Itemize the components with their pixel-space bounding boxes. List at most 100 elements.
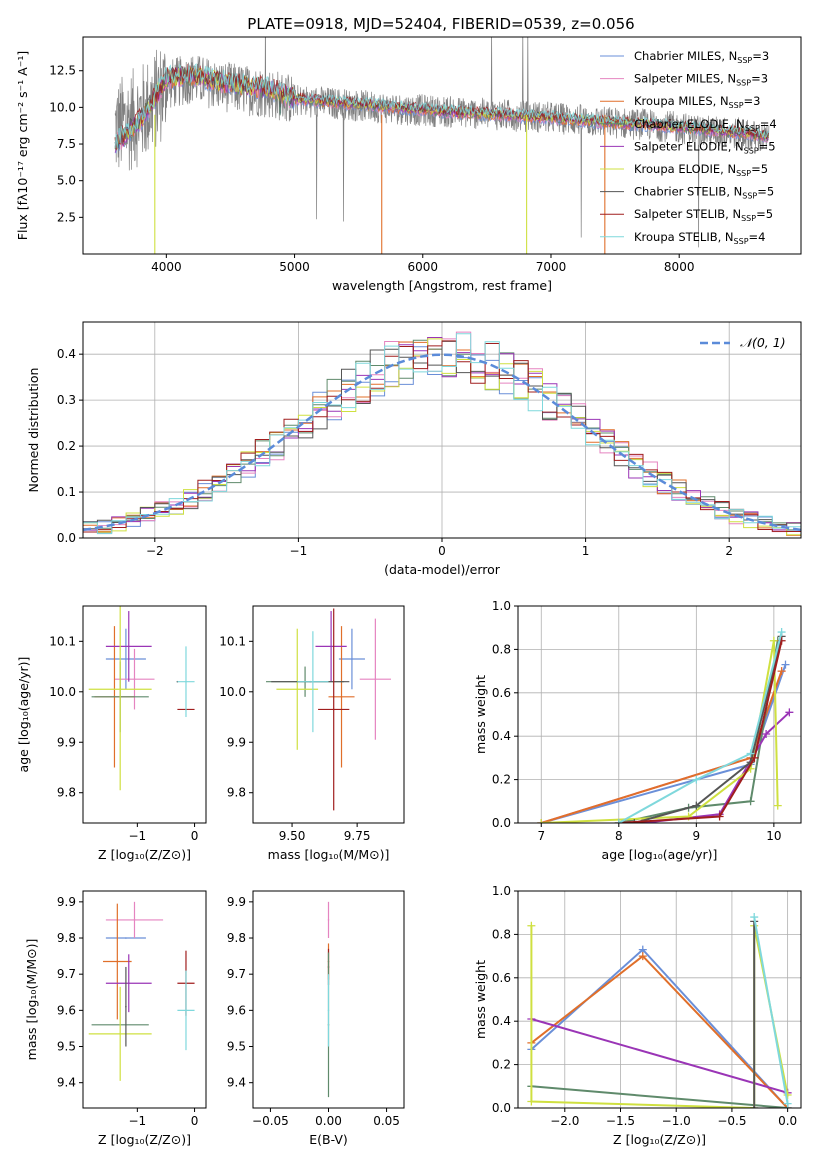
weight-line-chabrier-stelib (634, 636, 783, 823)
y-tick-label: 0.3 (57, 393, 76, 407)
weight-marker (715, 812, 724, 821)
x-axis-label: (data-model)/error (384, 562, 501, 577)
x-tick-label: −1 (128, 829, 146, 843)
y-tick-label: 0.2 (492, 1058, 511, 1072)
y-tick-label: 9.4 (227, 1076, 246, 1090)
y-tick-label: 0.4 (492, 1014, 511, 1028)
x-tick-label: −1 (290, 544, 308, 558)
y-tick-label: 2.5 (57, 210, 76, 224)
x-axis-label: mass [log₁₀(M/M⊙)] (268, 847, 390, 862)
weight-marker (692, 775, 701, 784)
data-point (185, 1009, 187, 1012)
y-tick-label: 9.4 (57, 1076, 76, 1090)
data-point (125, 1005, 127, 1008)
legend-entry-label: Kroupa MILES, NSSP=3 (634, 94, 760, 110)
data-point (133, 919, 136, 921)
x-tick-label: 7 (537, 829, 545, 843)
axes-frame (82, 605, 207, 824)
x-tick-label: −1 (128, 1114, 146, 1128)
x-tick-label: −2.0 (550, 1114, 579, 1128)
x-tick-label: 5000 (279, 260, 310, 274)
y-tick-label: 0.0 (492, 816, 511, 830)
residuals-plot-area (83, 331, 801, 536)
weight-marker (746, 797, 755, 806)
x-axis-label: Z [log₁₀(Z/Z⊙)] (98, 1132, 191, 1147)
data-point (327, 919, 330, 921)
data-point (296, 688, 299, 691)
normal-curve (83, 353, 801, 532)
weight-marker (614, 819, 623, 823)
legend-entry-label: Kroupa STELIB, NSSP=4 (634, 230, 765, 246)
y-tick-label: 9.5 (227, 1040, 246, 1054)
data-point (330, 645, 332, 648)
data-point (332, 708, 335, 711)
age_vs_mass-plot-area (266, 608, 391, 811)
data-point (374, 678, 377, 680)
y-tick-label: 9.6 (227, 1003, 246, 1017)
y-tick-label: 9.7 (57, 967, 76, 981)
x-axis-label: age [log₁₀(age/yr)] (602, 847, 718, 862)
data-point (125, 937, 127, 939)
data-point (119, 1033, 121, 1035)
axes-frame (82, 36, 802, 255)
weight-line-chabrier-miles (541, 664, 787, 823)
weight-marker (750, 913, 759, 922)
y-tick-label: 9.9 (227, 895, 246, 909)
y-tick-label: 9.6 (57, 1003, 76, 1017)
x-tick-label: 0.00 (315, 1114, 342, 1128)
y-tick-label: 0.8 (492, 642, 511, 656)
x-axis-label: Z [log₁₀(Z/Z⊙)] (613, 1132, 706, 1147)
axes-frame (517, 890, 802, 1109)
weight-marker (527, 921, 536, 930)
weight-marker (777, 628, 786, 637)
x-tick-label: 0.05 (373, 1114, 400, 1128)
age_vs_mass-axes: 9.50 9.75 9.8 9.9 10.0 10.1 mass [log₁₀(M/M⊙)] (219, 605, 405, 862)
x-tick-label: −1.5 (606, 1114, 635, 1128)
data-point (116, 960, 119, 963)
model-line-kroupa-stelib (114, 63, 769, 149)
y-tick-label: 0.6 (492, 686, 511, 700)
data-point (340, 696, 343, 698)
axes-frame (252, 605, 405, 824)
weight-marker (537, 819, 546, 823)
x-tick-label: 9 (693, 829, 701, 843)
weight-line-salpeter-elodie (641, 711, 791, 823)
y-tick-label: 5.0 (57, 174, 76, 188)
mass_vs_ebv-plot-area (327, 901, 330, 1098)
y-tick-label: 9.9 (227, 735, 246, 749)
data-point (127, 982, 130, 985)
x-tick-label: −2 (146, 544, 164, 558)
x-tick-label: 0 (191, 829, 199, 843)
weight-marker (750, 1104, 759, 1108)
y-tick-label: 0.0 (492, 1101, 511, 1115)
x-tick-label: 1 (582, 544, 590, 558)
x-tick-label: 0 (438, 544, 446, 558)
y-tick-label: 10.1 (219, 634, 246, 648)
weight-marker (785, 708, 794, 717)
figure-title: PLATE=0918, MJD=52404, FIBERID=0539, z=0… (247, 15, 634, 33)
x-tick-label: −0.05 (252, 1114, 289, 1128)
x-tick-label: 6000 (407, 260, 438, 274)
y-tick-label: 0.2 (57, 439, 76, 453)
legend-entry-label: Chabrier MILES, NSSP=3 (634, 49, 769, 65)
x-tick-label: 8 (615, 829, 623, 843)
weight-marker (781, 660, 790, 669)
weight-line-salpeter-stelib (618, 640, 783, 823)
age_vs_Z-plot-area (88, 606, 195, 791)
mass_vs_ebv-axes: −0.05 0.00 0.05 9.4 9.5 9.6 9.7 9.8 9.9 E(B-V) (227, 890, 405, 1147)
y-axis-label: mass weight (473, 675, 488, 754)
spectrum-legend: Chabrier MILES, NSSP=3 Salpeter MILES, NS… (600, 49, 777, 246)
weight_vs_Z-axes: −2.0 −1.5 −1.0 −0.5 0.0 0.0 0.2 0.4 0.6 0.8 1.0 Z [… (473, 884, 802, 1147)
data-point (125, 658, 127, 660)
x-tick-label: 2 (725, 544, 733, 558)
x-tick-label: 7000 (536, 260, 567, 274)
legend-entry-label: 𝒩(0, 1) (740, 335, 786, 350)
y-axis-label: mass weight (473, 960, 488, 1039)
weight-marker (762, 730, 771, 739)
data-point (119, 688, 121, 691)
mass_vs_Z-axes: −1 0 9.4 9.5 9.6 9.7 9.8 9.9 Z [log₁₀(Z/Z⊙)] mass… (24, 890, 207, 1147)
y-tick-label: 7.5 (57, 137, 76, 151)
weight-marker (692, 801, 701, 810)
weight-marker (750, 753, 759, 762)
